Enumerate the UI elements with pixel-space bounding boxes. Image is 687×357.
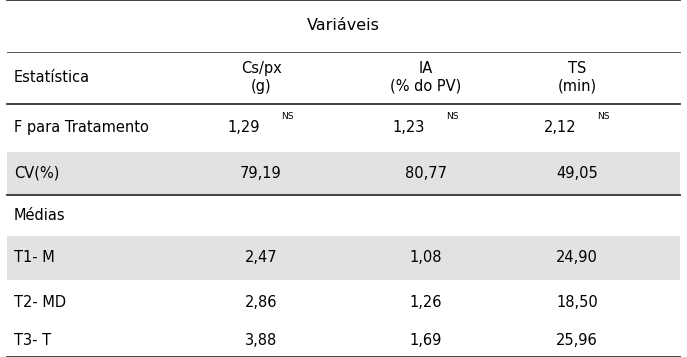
Text: 1,29: 1,29 bbox=[227, 120, 260, 135]
Text: 2,47: 2,47 bbox=[245, 250, 278, 266]
Text: F para Tratamento: F para Tratamento bbox=[14, 120, 148, 135]
Text: 2,12: 2,12 bbox=[543, 120, 576, 135]
Text: Estatística: Estatística bbox=[14, 70, 90, 85]
Text: 1,08: 1,08 bbox=[409, 250, 442, 266]
Text: 49,05: 49,05 bbox=[556, 166, 598, 181]
Text: NS: NS bbox=[597, 112, 609, 121]
Text: 80,77: 80,77 bbox=[405, 166, 447, 181]
Text: 2,86: 2,86 bbox=[245, 295, 278, 310]
Text: 24,90: 24,90 bbox=[556, 250, 598, 266]
Text: 3,88: 3,88 bbox=[245, 333, 277, 348]
Text: 18,50: 18,50 bbox=[556, 295, 598, 310]
Text: NS: NS bbox=[281, 112, 293, 121]
Text: IA
(% do PV): IA (% do PV) bbox=[390, 61, 462, 94]
Text: 1,26: 1,26 bbox=[409, 295, 442, 310]
Text: CV(%): CV(%) bbox=[14, 166, 59, 181]
Text: Variáveis: Variáveis bbox=[307, 18, 380, 34]
FancyBboxPatch shape bbox=[7, 236, 680, 280]
FancyBboxPatch shape bbox=[7, 152, 680, 195]
Text: T1- M: T1- M bbox=[14, 250, 54, 266]
Text: 25,96: 25,96 bbox=[556, 333, 598, 348]
Text: NS: NS bbox=[446, 112, 458, 121]
Text: Médias: Médias bbox=[14, 207, 65, 223]
Text: T2- MD: T2- MD bbox=[14, 295, 66, 310]
Text: 79,19: 79,19 bbox=[240, 166, 282, 181]
Text: 1,23: 1,23 bbox=[392, 120, 425, 135]
Text: Cs/px
(g): Cs/px (g) bbox=[240, 61, 282, 94]
Text: T3- T: T3- T bbox=[14, 333, 51, 348]
Text: 1,69: 1,69 bbox=[409, 333, 442, 348]
Text: TS
(min): TS (min) bbox=[558, 61, 596, 94]
